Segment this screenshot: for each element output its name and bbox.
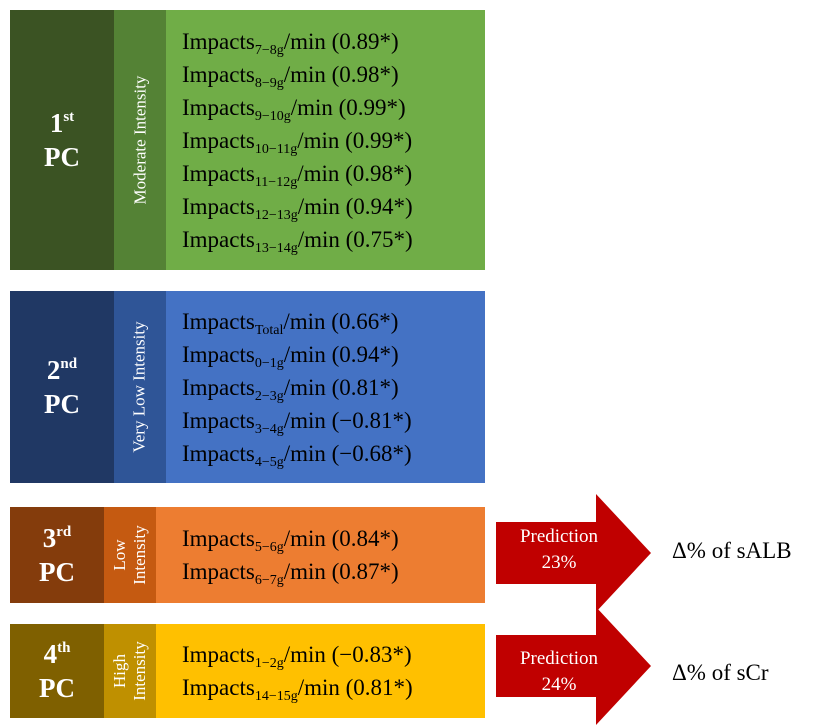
pc3-intensity-label: Low Intensity [110, 525, 149, 585]
pc1-item: Impacts11−12g/min (0.98*) [182, 160, 413, 190]
pc4-suffix: th [57, 640, 71, 656]
pc1-item: Impacts9−10g/min (0.99*) [182, 94, 406, 124]
pc3-text: PC [39, 557, 75, 587]
pc1-intensity: Moderate Intensity [114, 10, 166, 270]
pc1-item: Impacts13−14g/min (0.75*) [182, 226, 413, 256]
pc4-text: PC [39, 673, 75, 703]
pc3-label: 3rd PC [10, 507, 104, 603]
prediction-label-1: Prediction [519, 526, 599, 547]
pc3-suffix: rd [56, 524, 72, 540]
pc2-item: Impacts0−1g/min (0.94*) [182, 341, 399, 371]
pc3-block: 3rd PC Low Intensity Impacts5−6g/min (0.… [10, 507, 485, 603]
pc3-intensity: Low Intensity [104, 507, 156, 603]
pc1-items: Impacts7−8g/min (0.89*) Impacts8−9g/min … [166, 10, 485, 270]
outcome-1: Δ% of sALB [672, 538, 792, 563]
pc1-number: 1 [49, 108, 64, 138]
pc2-block: 2nd PC Very Low Intensity ImpactsTotal/m… [10, 291, 485, 483]
pc1-label: 1st PC [10, 10, 114, 270]
pc1-text: PC [44, 142, 80, 172]
pc4-block: 4th PC High Intensity Impacts1−2g/min (−… [10, 624, 485, 718]
prediction-arrow-1 [496, 494, 651, 612]
outcome-2: Δ% of sCr [672, 660, 769, 685]
pc4-intensity-label: High Intensity [110, 641, 149, 701]
prediction-text-2: Prediction 24% [504, 646, 614, 698]
pc3-items: Impacts5−6g/min (0.84*) Impacts6−7g/min … [156, 507, 485, 603]
pc1-suffix: st [63, 109, 75, 125]
pc2-item: Impacts2−3g/min (0.81*) [182, 374, 399, 404]
pc3-item: Impacts6−7g/min (0.87*) [182, 559, 399, 588]
arrow-shape-2 [496, 607, 651, 725]
prediction-value-1: 23% [541, 552, 577, 573]
pc2-item: Impacts4−5g/min (−0.68*) [182, 440, 412, 470]
pc1-item: Impacts7−8g/min (0.89*) [182, 28, 399, 58]
pc4-intensity: High Intensity [104, 624, 156, 718]
pc1-item: Impacts8−9g/min (0.98*) [182, 61, 399, 91]
pc1-item: Impacts10−11g/min (0.99*) [182, 127, 413, 157]
pc2-item: Impacts3−4g/min (−0.81*) [182, 407, 412, 437]
pc4-item: Impacts1−2g/min (−0.83*) [182, 642, 412, 671]
pc4-label: 4th PC [10, 624, 104, 718]
pc1-item: Impacts12−13g/min (0.94*) [182, 193, 413, 223]
pc2-text: PC [44, 389, 80, 419]
pc1-block: 1st PC Moderate Intensity Impacts7−8g/mi… [10, 10, 485, 270]
arrow-shape-1 [496, 494, 651, 612]
pc2-label: 2nd PC [10, 291, 114, 483]
pc2-items: ImpactsTotal/min (0.66*) Impacts0−1g/min… [166, 291, 485, 483]
pc2-suffix: nd [60, 356, 78, 372]
pc2-intensity-label: Very Low Intensity [130, 321, 150, 453]
pc3-item: Impacts5−6g/min (0.84*) [182, 526, 399, 555]
pc4-number: 4 [43, 639, 58, 669]
prediction-value-2: 24% [541, 674, 577, 695]
pc2-item: ImpactsTotal/min (0.66*) [182, 308, 399, 338]
pc2-number: 2 [46, 355, 61, 385]
prediction-text-1: Prediction 23% [504, 524, 614, 576]
pc1-intensity-label: Moderate Intensity [130, 75, 150, 205]
pc4-items: Impacts1−2g/min (−0.83*) Impacts14−15g/m… [156, 624, 485, 718]
pc4-item: Impacts14−15g/min (0.81*) [182, 675, 413, 704]
prediction-arrow-2 [496, 607, 651, 725]
prediction-label-2: Prediction [519, 648, 599, 669]
pc3-number: 3 [42, 523, 57, 553]
pc2-intensity: Very Low Intensity [114, 291, 166, 483]
